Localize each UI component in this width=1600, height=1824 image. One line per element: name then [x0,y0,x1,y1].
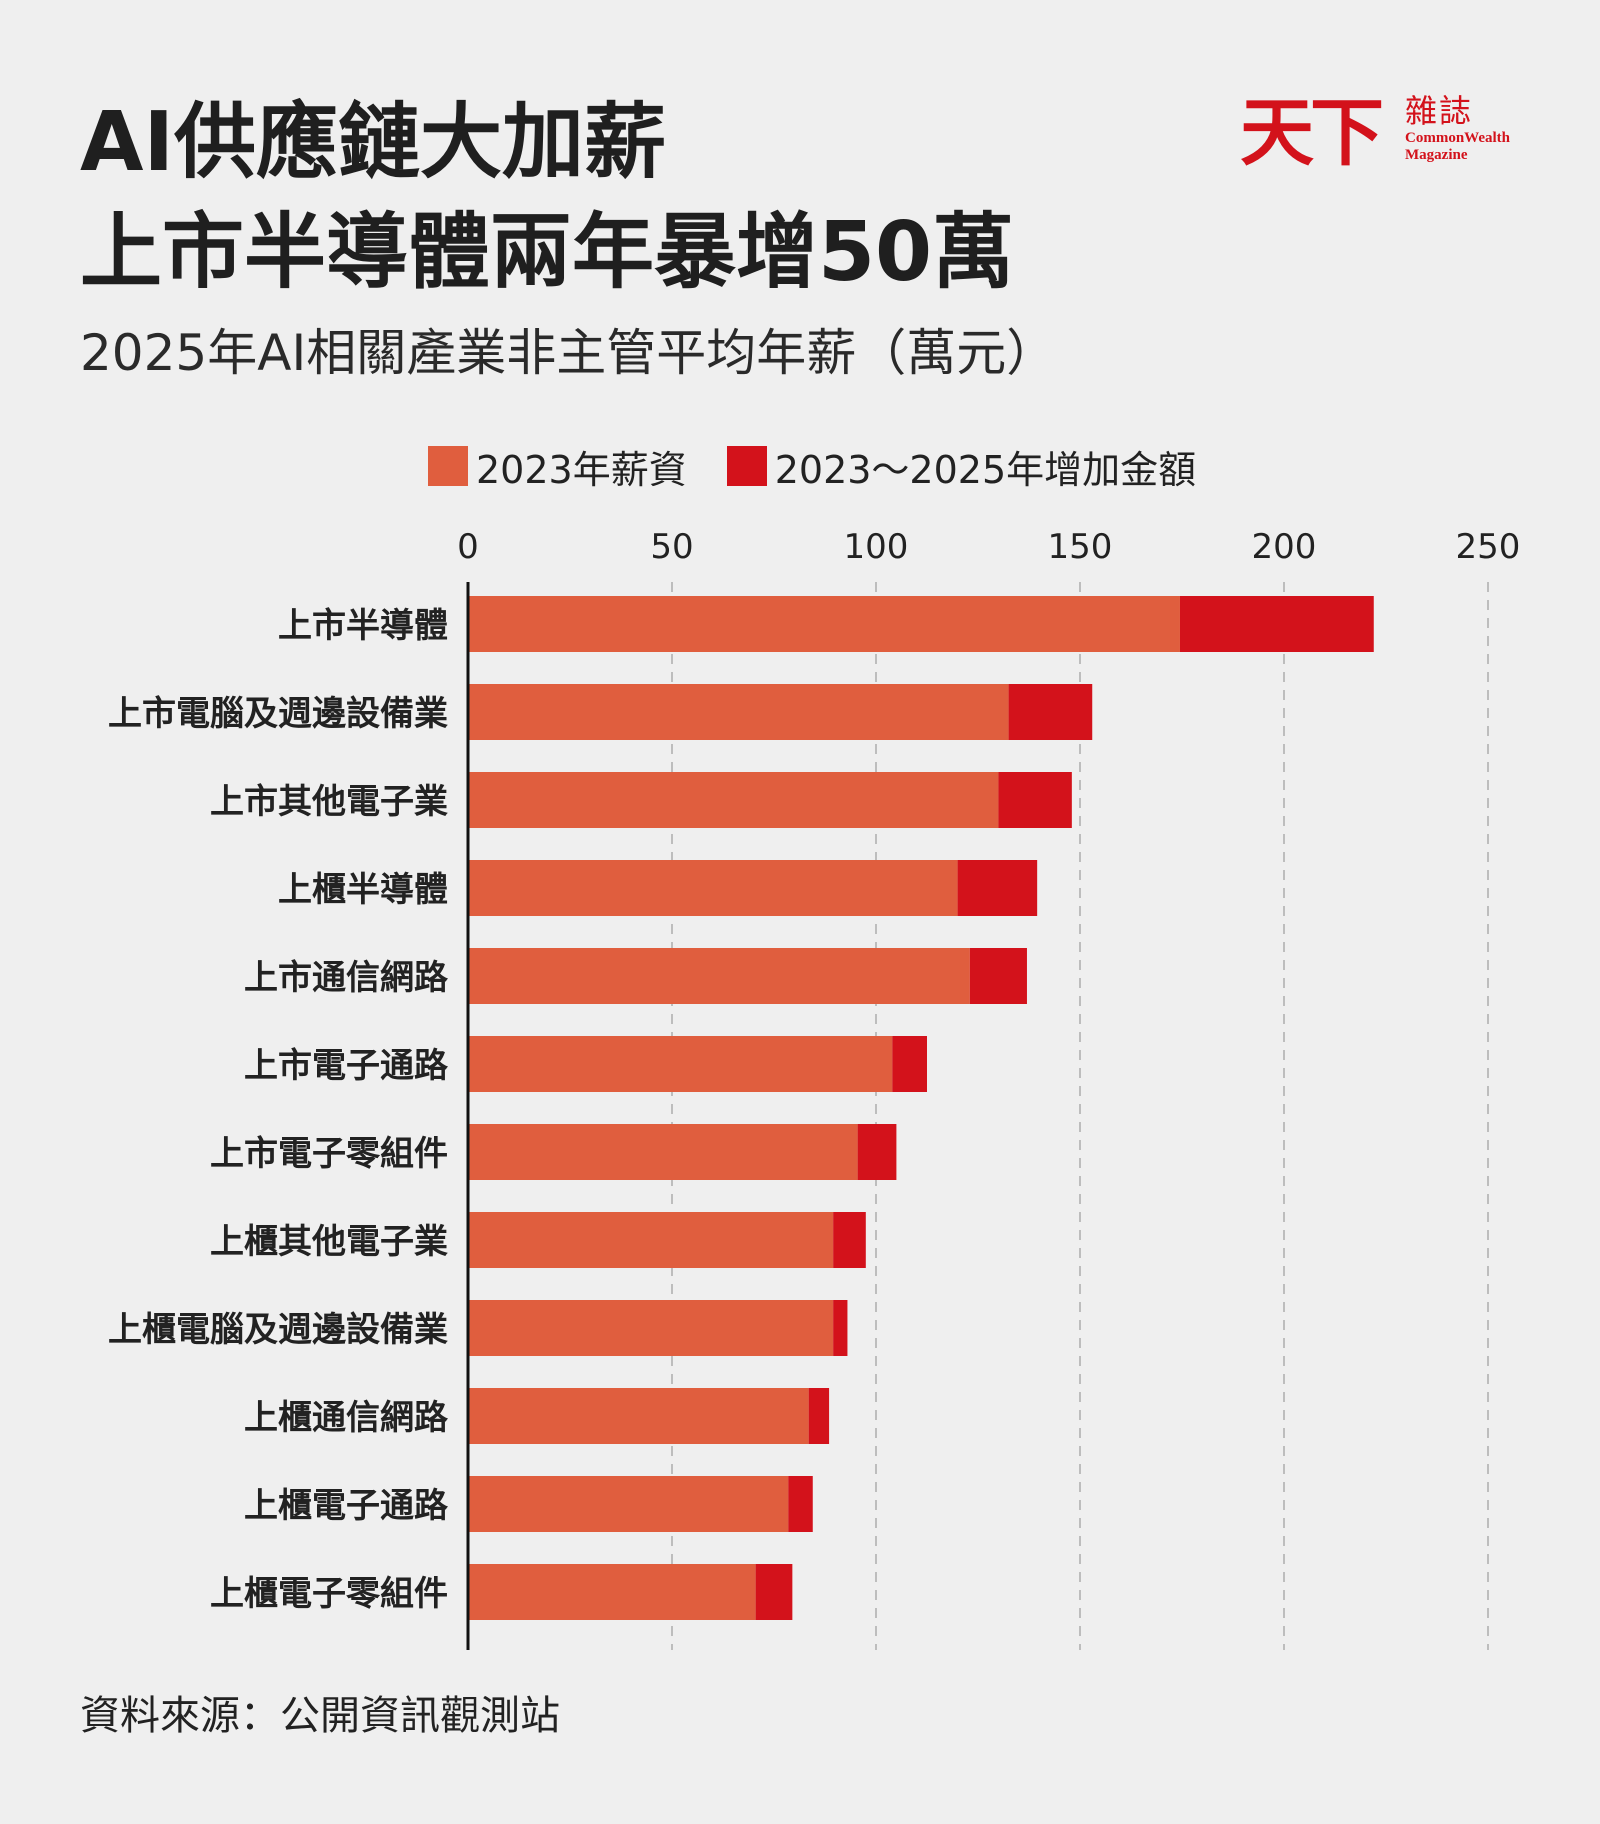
legend-swatch-base [428,446,468,486]
bar-increase [998,772,1072,828]
category-label: 上市電子通路 [244,1046,449,1086]
x-tick-label: 50 [650,527,693,567]
category-label: 上櫃電子零組件 [210,1574,448,1614]
bar-2023-salary [468,1300,834,1356]
commonwealth-logo: 天下 雜誌 CommonWealth Magazine [1240,88,1530,178]
bar-increase [1179,596,1374,652]
category-label: 上市半導體 [278,606,448,646]
x-tick-label: 0 [457,527,479,567]
bar-2023-salary [468,1388,809,1444]
bar-increase [755,1564,793,1620]
legend-item-base: 2023年薪資 [428,439,687,494]
bar-2023-salary [468,1476,789,1532]
bar-increase [1008,684,1093,740]
category-label: 上市電子零組件 [210,1134,448,1174]
bar-2023-salary [468,772,999,828]
logo-en-1: CommonWealth [1405,130,1510,146]
bar-2023-salary [468,596,1180,652]
bar-2023-salary [468,1564,756,1620]
bar-increase [857,1124,897,1180]
category-label: 上市其他電子業 [210,782,448,822]
bar-2023-salary [468,1212,834,1268]
bar-2023-salary [468,1124,858,1180]
category-label: 上市電腦及週邊設備業 [108,694,448,734]
category-label: 上櫃半導體 [278,870,448,910]
category-label: 上市通信網路 [244,958,449,998]
bar-increase [788,1476,813,1532]
bar-increase [957,860,1038,916]
bar-increase [892,1036,927,1092]
category-label: 上櫃電子通路 [244,1486,449,1526]
title-line-1: AI供應鏈大加薪 [80,95,666,190]
bar-increase [808,1388,830,1444]
category-label: 上櫃通信網路 [244,1398,449,1438]
legend-label-increase: 2023～2025年增加金額 [774,447,1197,492]
logo-en-2: Magazine [1405,147,1468,163]
title-line-2: 上市半導體兩年暴增50萬 [80,205,1015,300]
legend-swatch-increase [726,446,767,486]
bar-2023-salary [468,860,958,916]
bar-increase [969,948,1027,1004]
legend: 2023年薪資 2023～2025年增加金額 [428,444,1236,492]
logo-zh: 雜誌 [1405,92,1474,130]
bar-increase [833,1212,866,1268]
category-label: 上櫃電腦及週邊設備業 [108,1310,448,1350]
legend-item-increase: 2023～2025年增加金額 [726,439,1197,494]
logo-side-text: 雜誌 CommonWealth Magazine [1405,92,1510,164]
chart-title: AI供應鏈大加薪 上市半導體兩年暴增50萬 [80,88,1014,308]
logo-mark: 天下 [1240,90,1384,176]
category-label: 上櫃其他電子業 [210,1222,448,1262]
bar-increase [833,1300,848,1356]
x-tick-label: 250 [1456,527,1521,567]
source-note: 資料來源：公開資訊觀測站 [80,1693,560,1739]
bar-2023-salary [468,684,1009,740]
bar-2023-salary [468,948,970,1004]
chart-subtitle: 2025年AI相關產業非主管平均年薪（萬元） [80,324,1057,382]
bar-2023-salary [468,1036,893,1092]
legend-label-base: 2023年薪資 [476,447,687,492]
x-tick-label: 200 [1252,527,1317,567]
x-tick-label: 150 [1048,527,1113,567]
x-tick-label: 100 [844,527,909,567]
